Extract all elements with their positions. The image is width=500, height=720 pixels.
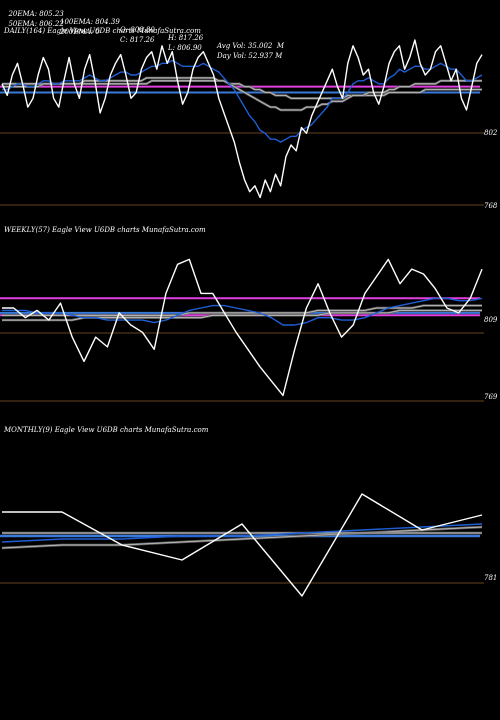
weekly-ema-fast-line [2,297,483,326]
stats-row-1: 20EMA: 805.23 100EMA: 804.39 O: 808.80 H… [4,2,284,50]
stat-open: O: 808.80 [120,26,155,34]
monthly-panel-title: MONTHLY(9) Eagle View U6DB charts Munafa… [4,426,209,434]
daily-price-label: 802 [484,129,498,137]
stat-high: H: 817.26 [168,34,204,42]
stat-close: C: 817.26 [120,36,155,44]
monthly-ema-fast-line [1,523,483,543]
monthly-price-label: 781 [484,574,497,582]
daily-ema-fast-line [2,59,483,143]
weekly-price-label: 769 [484,393,498,401]
weekly-price-line [2,258,483,397]
stat-day-vol: Day Vol: 52.937 M [217,52,283,60]
stats-row-2: 50EMA: 806.22 200EMA: 0 C: 817.26 L: 806… [4,12,282,60]
stat-200ema: 200EMA: 0 [60,28,100,36]
daily-price-label: 768 [484,202,498,210]
monthly-price-line [2,493,483,597]
daily-price-line [1,39,483,199]
stat-low: L: 806.90 [168,44,202,52]
daily-panel-title: DAILY(164) Eagle View U6DB charts Munafa… [4,27,201,35]
weekly-ema-mid-line [2,305,482,316]
weekly-price-label: 809 [484,316,498,324]
stat-avg-vol: Avg Vol: 35.002 M [217,42,284,50]
weekly-ema-slow-line [2,309,482,321]
monthly-ema-slow-line [1,526,483,549]
stat-50ema: 50EMA: 806.22 [8,20,64,28]
weekly-panel-title: WEEKLY(57) Eagle View U6DB charts Munafa… [4,226,206,234]
stat-20ema: 20EMA: 805.23 [8,10,64,18]
stat-100ema: 100EMA: 804.39 [60,18,120,26]
